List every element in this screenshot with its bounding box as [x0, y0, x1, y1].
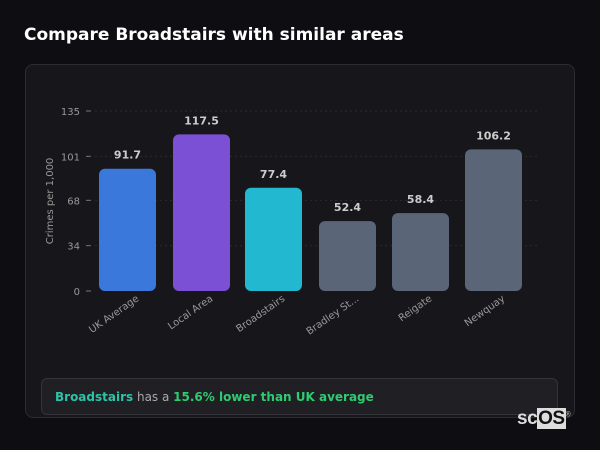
bar[interactable]: [99, 168, 156, 291]
bar[interactable]: [319, 221, 376, 291]
bar-value-label: 52.4: [334, 201, 361, 214]
bar-value-label: 77.4: [260, 168, 287, 181]
bar[interactable]: [392, 213, 449, 291]
bar-value-label: 106.2: [476, 129, 511, 142]
bar[interactable]: [465, 149, 522, 291]
bar[interactable]: [173, 134, 230, 291]
y-tick-label: 34: [67, 242, 80, 253]
summary-result: 15.6% lower than UK average: [173, 390, 374, 404]
logo: scOS®: [517, 408, 571, 429]
y-tick-label: 0: [74, 287, 80, 298]
bar-value-label: 58.4: [407, 193, 434, 206]
bar-value-label: 91.7: [114, 149, 141, 162]
page-title: Compare Broadstairs with similar areas: [24, 25, 404, 45]
y-tick-label: 101: [61, 152, 80, 163]
bar[interactable]: [245, 187, 302, 291]
x-tick-label: Broadstairs: [234, 293, 287, 335]
x-tick-label: Reigate: [397, 293, 434, 324]
x-tick-label: Newquay: [463, 293, 508, 329]
x-tick-label: UK Average: [87, 293, 141, 335]
x-tick-label: Bradley St...: [305, 293, 362, 337]
bar-value-label: 117.5: [184, 114, 219, 127]
y-axis-label: Crimes per 1,000: [45, 158, 56, 245]
summary-box: Broadstairs has a 15.6% lower than UK av…: [41, 378, 558, 415]
summary-text: has a: [133, 390, 174, 404]
summary-place: Broadstairs: [55, 390, 134, 404]
y-tick-label: 68: [67, 196, 80, 207]
x-tick-label: Local Area: [166, 293, 215, 332]
y-tick-label: 135: [61, 107, 80, 118]
